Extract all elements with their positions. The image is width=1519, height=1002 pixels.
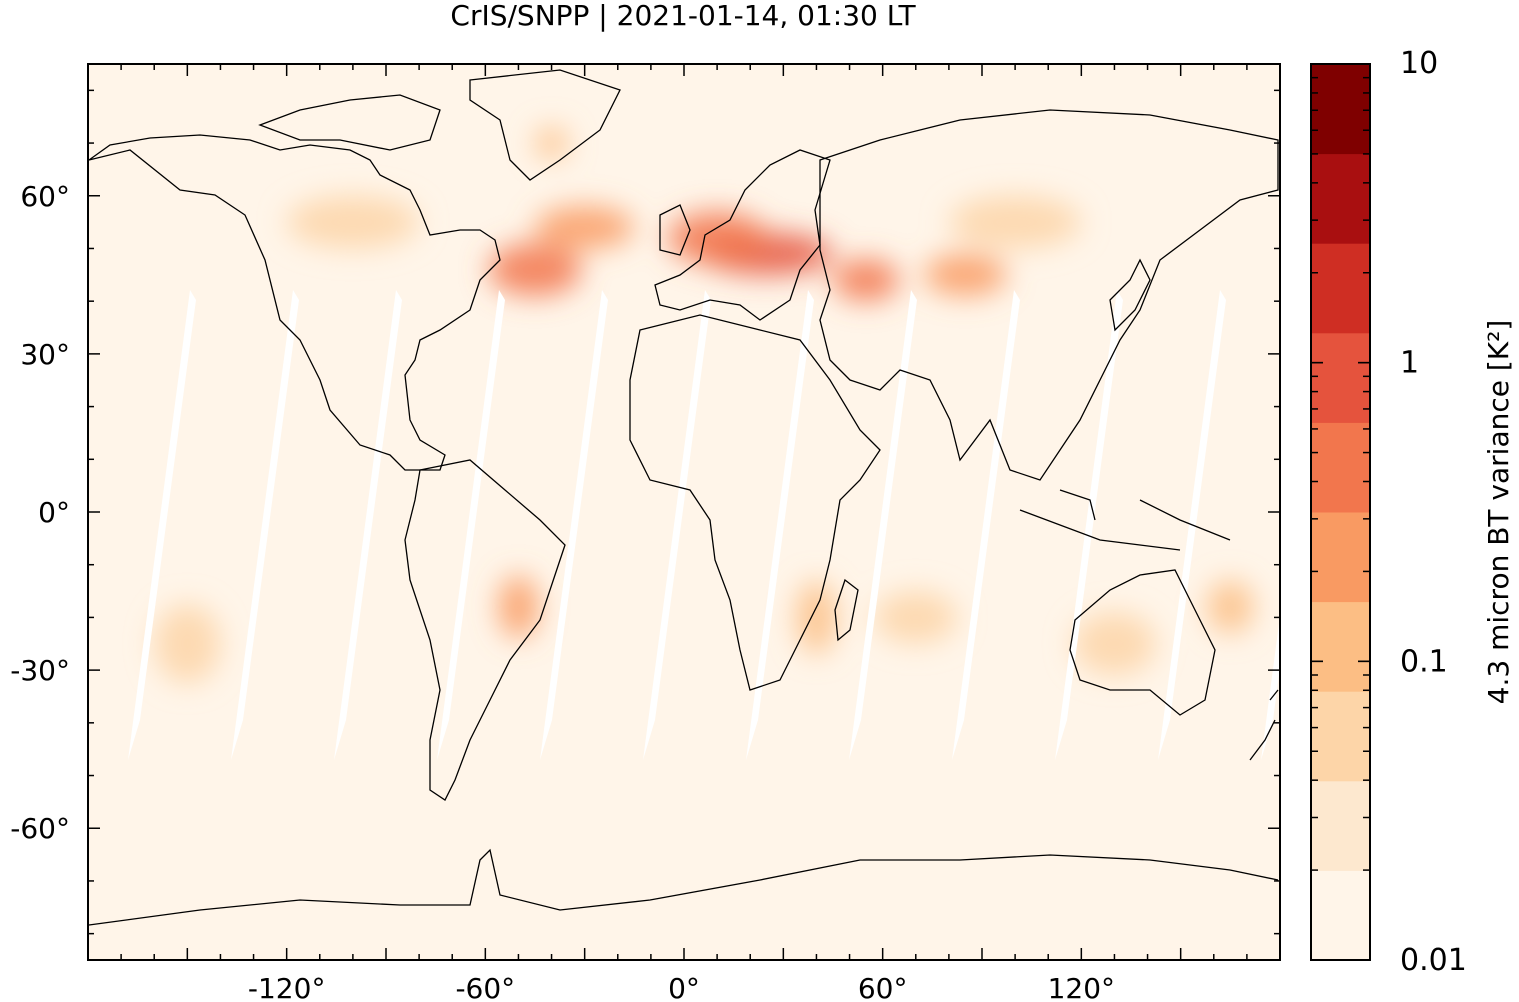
variance-hotspot [498, 575, 539, 639]
coast-greenland [469, 69, 621, 181]
variance-hotspot [796, 580, 837, 655]
lat-tick-label: -30° [10, 654, 70, 687]
coast-north-america [88, 134, 501, 471]
map-tick-marks [87, 64, 1281, 960]
lon-tick-label: 120° [1048, 972, 1115, 1002]
coast-antarctica [88, 848, 1279, 926]
lon-tick-label: 0° [668, 972, 700, 1002]
lon-tick-label: -60° [455, 972, 515, 1002]
lon-tick-label: -120° [248, 972, 326, 1002]
latitude-axis-labels: 60° 30° 0° -30° -60° [10, 180, 70, 845]
coast-africa [629, 314, 881, 691]
variance-hotspot [488, 243, 582, 296]
swath-gap [952, 290, 1020, 760]
coast-south-america [404, 459, 566, 801]
colorbar-tick-marks [1311, 63, 1370, 961]
colorbar-band [1311, 422, 1370, 513]
swath-gap [1261, 615, 1280, 760]
colorbar-band [1311, 601, 1370, 692]
coast-australia [1069, 569, 1216, 716]
lat-tick-label: -60° [10, 812, 70, 845]
coast-uk [659, 204, 691, 256]
coast-japan [1109, 258, 1151, 332]
colorbar-label: 0.01 [1400, 943, 1467, 978]
coast-indonesia [1019, 489, 1231, 551]
swath-gap [128, 290, 196, 760]
variance-hotspot [1207, 580, 1254, 634]
map-title: CrIS/SNPP | 2021-01-14, 01:30 LT [450, 0, 916, 32]
variance-hotspot [154, 604, 221, 684]
colorbar-label: 1 [1400, 346, 1419, 381]
lat-tick-label: 0° [38, 496, 70, 529]
coast-europe [654, 149, 831, 321]
variance-hotspot [535, 206, 635, 249]
swath-gap [437, 290, 505, 760]
colorbar: 10 1 0.1 0.01 4.3 micron BT variance [K²] [1310, 46, 1515, 978]
coast-new-zealand [1249, 689, 1279, 761]
swath-gap [334, 290, 402, 760]
map-panel: -120° -60° 0° 60° 120° 60° 30° 0° -30° -60° [10, 63, 1281, 1002]
colorbar-band [1311, 780, 1370, 871]
colorbar-band [1311, 243, 1370, 334]
colorbar-band [1311, 64, 1370, 155]
coastlines [88, 69, 1279, 926]
variance-hotspot [924, 253, 1007, 296]
longitude-axis-labels: -120° -60° 0° 60° 120° [248, 972, 1115, 1002]
colorbar-band [1311, 691, 1370, 782]
lat-tick-label: 30° [20, 338, 70, 371]
swath-gap [746, 290, 814, 760]
variance-hotspot [833, 259, 900, 302]
colorbar-title: 4.3 micron BT variance [K²] [1482, 320, 1515, 705]
coast-asia [819, 109, 1279, 481]
swath-gap [643, 290, 711, 760]
coast-madagascar [834, 578, 859, 642]
variance-hotspot [874, 591, 958, 644]
coast-arctic-islands [258, 94, 441, 151]
lon-tick-label: 60° [858, 972, 908, 1002]
lat-tick-label: 60° [20, 180, 70, 213]
variance-hotspot [286, 195, 420, 249]
colorbar-label: 10 [1400, 46, 1438, 81]
colorbar-label: 0.1 [1400, 644, 1448, 679]
colorbar-band [1311, 870, 1370, 961]
colorbar-band [1311, 332, 1370, 423]
colorbar-bands [1311, 64, 1370, 961]
swath-gap [231, 290, 299, 760]
colorbar-frame [1310, 63, 1371, 961]
variance-field [154, 127, 1254, 684]
swath-gap [849, 290, 917, 760]
colorbar-labels: 10 1 0.1 0.01 [1400, 46, 1467, 978]
variance-hotspot [1073, 612, 1156, 676]
colorbar-band [1311, 153, 1370, 244]
swath-gap [540, 290, 608, 760]
colorbar-band [1311, 512, 1370, 603]
variance-hotspot [667, 211, 767, 265]
variance-hotspot [948, 195, 1082, 249]
variance-hotspot [535, 127, 569, 159]
swath-gap [1055, 290, 1123, 760]
